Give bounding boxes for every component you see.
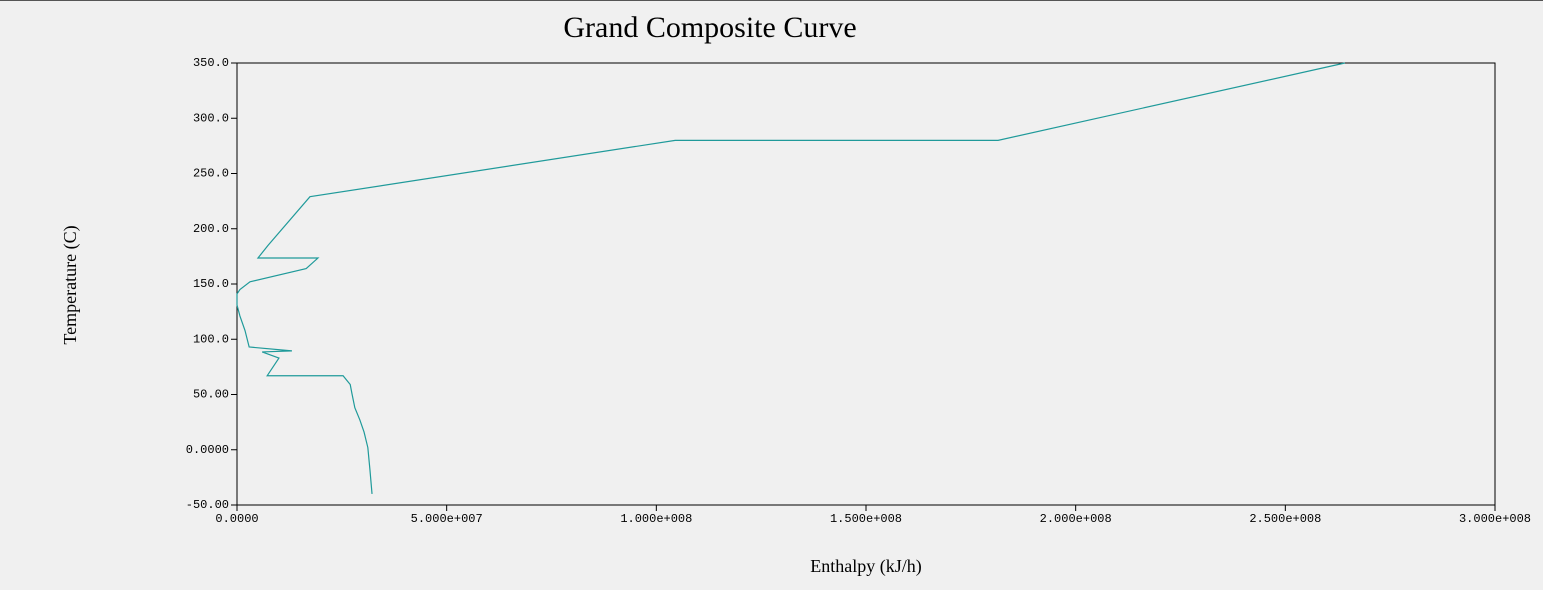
x-tick-label: 2.500e+008	[1249, 512, 1321, 526]
y-tick-label: 200.0	[193, 222, 229, 236]
x-tick-label: 3.000e+008	[1459, 512, 1531, 526]
y-tick-label: 300.0	[193, 111, 229, 125]
x-tick-label: 2.000e+008	[1040, 512, 1112, 526]
y-tick-label: 150.0	[193, 277, 229, 291]
x-axis-label: Enthalpy (kJ/h)	[810, 556, 921, 577]
x-tick-label: 1.000e+008	[620, 512, 692, 526]
curve	[236, 62, 1346, 495]
y-tick-label: 50.00	[193, 388, 229, 402]
x-tick-label: 0.0000	[215, 512, 258, 526]
y-tick-label: 0.0000	[186, 443, 229, 457]
chart-title: Grand Composite Curve	[563, 11, 856, 44]
y-tick-label: 250.0	[193, 167, 229, 181]
y-tick-label: -50.00	[186, 498, 229, 512]
y-axis-label: Temperature (C)	[60, 225, 81, 344]
x-tick-label: 1.500e+008	[830, 512, 902, 526]
x-tick-label: 5.000e+007	[411, 512, 483, 526]
y-tick-label: 350.0	[193, 56, 229, 70]
plot-frame	[236, 62, 1496, 506]
y-tick-label: 100.0	[193, 332, 229, 346]
